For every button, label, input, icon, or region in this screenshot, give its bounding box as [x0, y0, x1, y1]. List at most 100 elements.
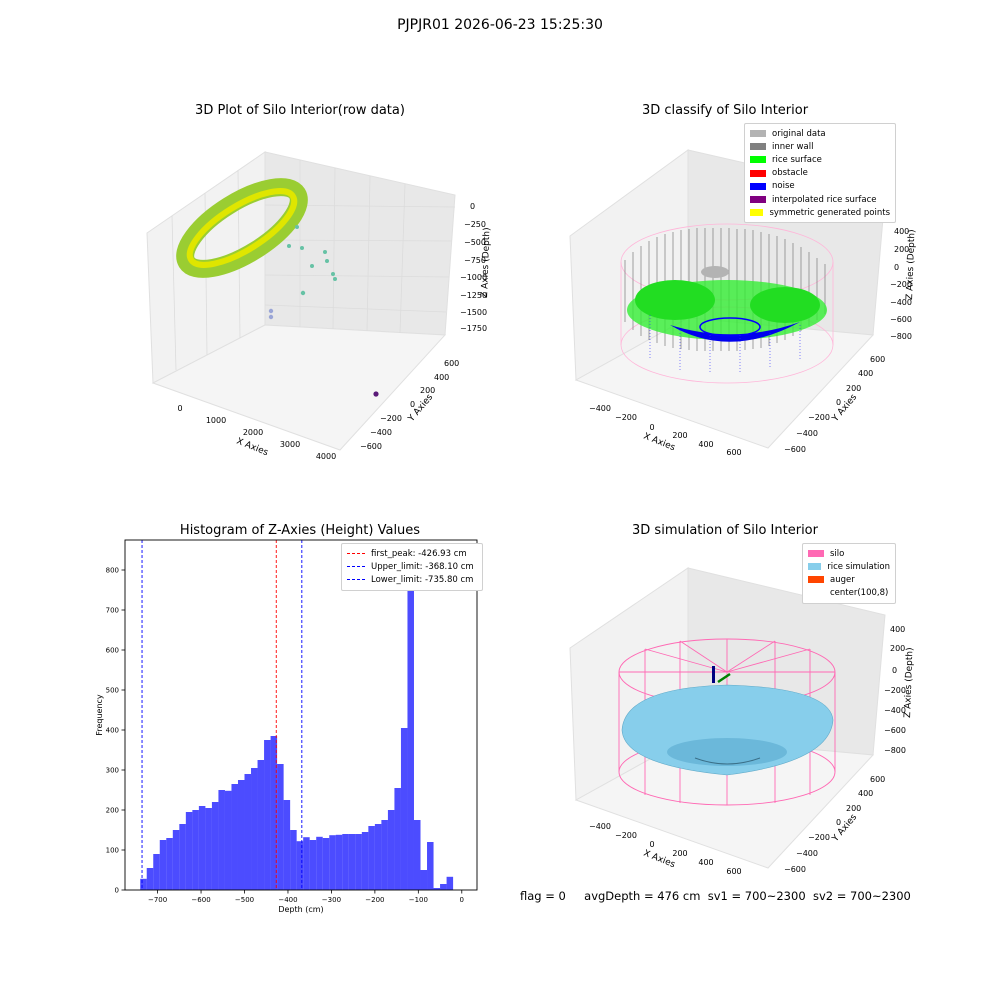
classify-xtick: −200: [615, 413, 637, 422]
classify-ytick: 400: [858, 369, 873, 378]
legend-swatch: [750, 169, 766, 177]
classify-ztick: 400: [894, 227, 909, 236]
legend-swatch: [750, 196, 766, 204]
avg-depth-text: avgDepth = 476 cm: [584, 889, 701, 903]
histogram-bar: [361, 832, 369, 890]
histogram-bar: [172, 830, 180, 890]
classify-ztick: −200: [890, 280, 912, 289]
x-tick-label: −300: [322, 896, 341, 904]
histogram-legend: first_peak: -426.93 cm Upper_limit: -368…: [341, 543, 483, 591]
sim-z-label: Z Axies (Depth): [903, 647, 915, 718]
sim-ytick: −200: [808, 833, 830, 842]
classify-ztick: −800: [890, 332, 912, 341]
raw-z-label: Z Axies (Depth): [480, 227, 492, 298]
histogram-bar: [374, 824, 382, 890]
classify-xtick: −400: [589, 404, 611, 413]
raw-ytick: 200: [420, 386, 435, 395]
raw-3d-plot: 0 1000 2000 3000 4000 X Axies 600 400 20…: [146, 151, 492, 461]
classify-ztick: 200: [894, 245, 909, 254]
y-tick-label: 600: [106, 647, 119, 655]
histogram-bar: [335, 834, 343, 890]
raw-ztick: −1250: [460, 291, 487, 300]
y-tick-label: 0: [115, 887, 119, 895]
raw-ytick: −600: [360, 442, 382, 451]
classify-xtick: 400: [698, 440, 713, 449]
sv1-text: sv1 = 700~2300: [707, 889, 806, 903]
classify-ztick: −600: [890, 315, 912, 324]
histogram-bar: [277, 764, 284, 890]
classify-y-label: Y Axies: [830, 392, 859, 424]
raw-ytick: −400: [370, 428, 392, 437]
raw-z-ticks: 0 −250 −500 −750 −1000 −1250 −1500 −1750: [460, 202, 487, 333]
histogram-bar: [166, 838, 173, 890]
histogram-bar: [342, 834, 349, 890]
classify-ytick: 0: [836, 398, 841, 407]
histogram-bar: [146, 868, 154, 890]
legend-swatch: [750, 209, 764, 217]
histogram-bar: [192, 810, 199, 890]
sim-ztick: −800: [884, 746, 906, 755]
sim-y-label: Y Axies: [830, 812, 859, 844]
raw-ztick: −1750: [460, 324, 487, 333]
histogram-bar: [198, 806, 206, 890]
sim-ytick: −600: [784, 865, 806, 874]
raw-x-label: X Axies: [235, 437, 270, 459]
histogram-bar: [237, 780, 245, 890]
legend-item: inner wall: [750, 140, 890, 153]
raw-ytick: −200: [380, 414, 402, 423]
raw-ztick: 0: [470, 202, 475, 211]
y-tick-label: 700: [106, 607, 119, 615]
raw-ztick: −250: [464, 220, 486, 229]
x-tick-label: −500: [235, 896, 254, 904]
y-tick-label: 500: [106, 687, 119, 695]
legend-item: noise: [750, 180, 890, 193]
histogram-bar: [244, 774, 252, 890]
sim-ztick: 400: [890, 625, 905, 634]
legend-item: silo: [808, 547, 890, 560]
raw-pane-floor: [151, 324, 447, 451]
histogram-bar: [257, 760, 265, 890]
x-tick-label: −200: [365, 896, 384, 904]
classify-plot-title: 3D classify of Silo Interior: [641, 103, 809, 118]
legend-swatch: [750, 182, 766, 190]
histogram-bar: [427, 842, 434, 890]
histogram-bar: [264, 740, 271, 890]
sim-xtick: −400: [589, 822, 611, 831]
raw-ztick: −1500: [460, 308, 487, 317]
raw-xtick: 1000: [206, 416, 226, 425]
sim-ztick: −400: [884, 706, 906, 715]
histogram-bar: [218, 790, 225, 890]
raw-ytick: 0: [410, 400, 415, 409]
y-axis-label: Frequency: [95, 694, 104, 736]
plot-frame: [124, 539, 478, 891]
legend-item: first_peak: -426.93 cm: [347, 547, 477, 560]
histogram-bar: [205, 808, 212, 890]
legend-item: rice simulation: [808, 560, 890, 573]
sim-ytick: 600: [870, 775, 885, 784]
simulation-3d-plot: −400 −200 0 200 400 600 X Axies 600 400 …: [569, 567, 915, 876]
classify-ytick: −200: [808, 413, 830, 422]
legend-item: auger: [808, 573, 890, 586]
histogram-bar: [316, 836, 323, 890]
raw-ytick: 600: [444, 359, 459, 368]
sim-ytick: 0: [836, 818, 841, 827]
legend-swatch: [750, 156, 766, 164]
histogram-bar: [303, 837, 310, 890]
raw-xtick: 0: [177, 404, 182, 413]
histogram-bar: [153, 854, 160, 890]
classify-xtick: 600: [726, 448, 741, 457]
x-tick-label: −400: [278, 896, 297, 904]
legend-item: interpolated rice surface: [750, 193, 890, 206]
histogram-bar: [140, 878, 147, 890]
flag-text: flag = 0: [520, 889, 566, 903]
histogram-bar: [159, 840, 167, 890]
sim-ztick: −600: [884, 726, 906, 735]
histogram-bar: [231, 784, 238, 890]
legend-item: symmetric generated points: [750, 206, 890, 219]
histogram-bar: [211, 802, 219, 890]
classify-ztick: 0: [894, 263, 899, 272]
histogram-bar: [440, 884, 447, 890]
raw-ring-outer: [176, 178, 308, 278]
x-tick-label: −100: [409, 896, 428, 904]
raw-xtick: 3000: [280, 440, 300, 449]
